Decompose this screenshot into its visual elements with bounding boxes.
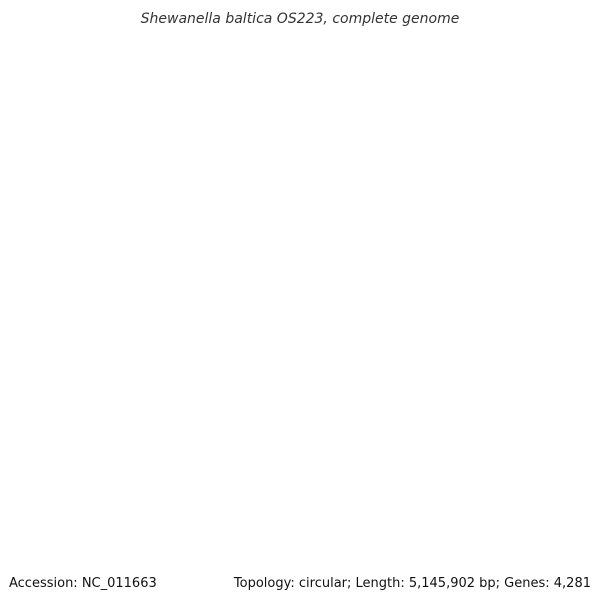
accession-text: Accession: NC_011663: [9, 576, 157, 591]
map-title: Shewanella baltica OS223, complete genom…: [141, 11, 460, 27]
genome-summary-text: Topology: circular; Length: 5,145,902 bp…: [233, 576, 591, 591]
